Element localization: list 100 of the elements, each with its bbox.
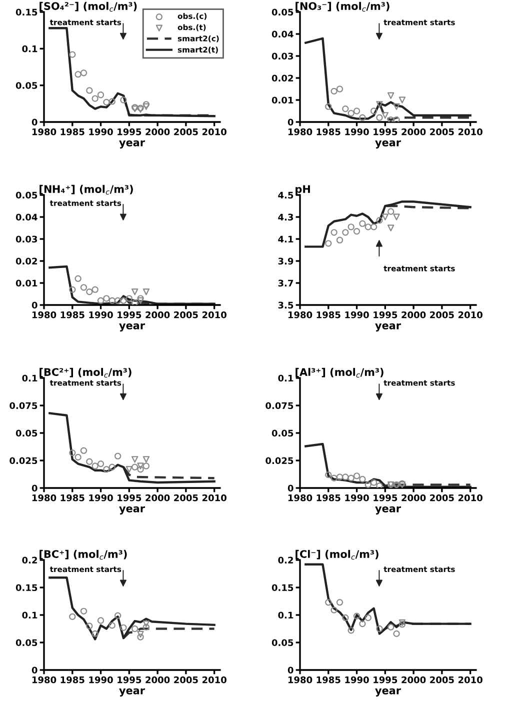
y-tick-label: 0.025 <box>266 457 294 464</box>
y-tick-label: 0.05 <box>16 639 38 646</box>
line-series <box>48 412 216 484</box>
y-tick-label: 0.15 <box>272 584 294 592</box>
line-series <box>48 265 216 305</box>
x-tick-label: 1980 <box>288 311 312 318</box>
x-tick-label: 1995 <box>118 494 142 502</box>
x-tick-label: 2010 <box>202 311 226 318</box>
y-tick-label: 4.5 <box>278 192 294 199</box>
y-tick-label: 0.1 <box>22 45 38 52</box>
x-tick-label: 1995 <box>118 128 142 136</box>
y-tick-label: 4.3 <box>278 214 294 221</box>
x-axis-title: year <box>119 140 145 148</box>
y-tick-label: 3.9 <box>278 258 294 265</box>
point <box>132 456 138 463</box>
x-tick-label: 1980 <box>288 494 312 502</box>
x-tick-label: 2005 <box>174 676 198 684</box>
x-tick-label: 1980 <box>32 676 56 684</box>
x-tick-label: 2000 <box>146 311 170 318</box>
x-tick-label: 1990 <box>89 676 113 684</box>
x-tick-label: 1995 <box>118 311 142 318</box>
x-tick-label: 1985 <box>60 494 84 502</box>
x-tick-label: 2000 <box>146 676 170 684</box>
x-tick-label: 1995 <box>374 128 398 136</box>
y-tick-label: 0.05 <box>272 430 294 437</box>
y-tick-label: 0.2 <box>22 556 37 564</box>
x-tick-label: 1985 <box>316 311 340 318</box>
point <box>398 96 406 104</box>
line-series <box>304 442 472 488</box>
x-tick-label: 1985 <box>316 128 340 136</box>
x-axis-title: year <box>375 506 401 514</box>
x-axis-title: year <box>375 688 401 696</box>
x-tick-label: 1995 <box>118 676 142 684</box>
y-tick-label: 0.15 <box>16 584 38 592</box>
y-tick-label: 3.7 <box>278 280 294 287</box>
y-tick-label: 0 <box>32 484 38 492</box>
y-tick-label: 0 <box>32 118 38 126</box>
y-tick-label: 0.075 <box>10 402 38 410</box>
chart-title: [NH₄⁺] (mol$_{c}$/m³) <box>40 184 133 195</box>
y-tick-label: 0.05 <box>16 430 38 437</box>
y-tick-label: 0.1 <box>22 612 38 619</box>
x-tick-label: 1980 <box>32 311 56 318</box>
x-tick-label: 1990 <box>345 676 369 684</box>
x-tick-label: 2010 <box>458 311 482 318</box>
x-axis-title: year <box>119 688 145 696</box>
line-series <box>304 563 472 635</box>
y-tick-label: 0.02 <box>272 74 293 82</box>
y-tick-label: 0.01 <box>272 96 294 104</box>
x-tick-label: 2005 <box>430 311 454 318</box>
x-tick-label: 1980 <box>32 128 56 136</box>
x-axis-title: year <box>375 323 401 332</box>
x-tick-label: 2005 <box>174 494 198 502</box>
y-tick-label: 0.03 <box>272 52 294 60</box>
x-tick-label: 1995 <box>374 676 398 684</box>
x-tick-label: 2010 <box>202 128 226 136</box>
y-tick-label: 4.1 <box>278 236 294 242</box>
y-tick-label: 0.05 <box>272 8 294 16</box>
chart-title: [SO₄²⁻] (mol$_{c}$/m³) <box>40 2 137 12</box>
y-tick-label: 0.05 <box>272 639 294 646</box>
x-tick-label: 2005 <box>174 128 198 136</box>
y-tick-label: 0.05 <box>16 82 38 89</box>
x-tick-label: 2010 <box>202 676 226 684</box>
point <box>132 288 138 296</box>
x-tick-label: 2005 <box>430 494 454 502</box>
y-tick-label: 0.075 <box>266 402 294 410</box>
x-tick-label: 2010 <box>202 494 226 502</box>
point <box>137 462 144 470</box>
x-tick-label: 1980 <box>288 676 312 684</box>
x-tick-label: 1980 <box>288 128 312 136</box>
x-tick-label: 1990 <box>89 311 113 318</box>
y-tick-label: 0 <box>288 484 294 492</box>
point <box>142 620 150 628</box>
x-tick-label: 2005 <box>430 128 454 136</box>
y-tick-label: 0.01 <box>16 280 38 287</box>
y-tick-label: 0 <box>288 118 294 126</box>
y-tick-label: 0.15 <box>16 8 38 16</box>
y-tick-label: 0.1 <box>278 374 294 382</box>
chart-title: [BC²⁺] (mol$_{c}$/m³) <box>40 368 132 378</box>
y-tick-label: 0.05 <box>16 192 38 199</box>
point <box>376 101 383 108</box>
y-tick-label: 0 <box>288 666 294 674</box>
x-tick-label: 2005 <box>430 676 454 684</box>
y-tick-label: 0.04 <box>16 214 38 221</box>
x-tick-label: 2010 <box>458 676 482 684</box>
x-tick-label: 2005 <box>174 311 198 318</box>
y-tick-label: 0 <box>32 302 38 309</box>
x-tick-label: 1990 <box>89 128 113 136</box>
y-tick-label: 3.5 <box>278 302 294 309</box>
point <box>142 288 150 296</box>
y-tick-label: 0 <box>32 666 38 674</box>
chart-title: [NO₃⁻] (mol$_{c}$/m³) <box>296 2 390 12</box>
y-tick-label: 0.1 <box>22 374 38 382</box>
x-tick-label: 2010 <box>458 494 482 502</box>
x-tick-label: 2000 <box>146 128 170 136</box>
point <box>393 103 400 110</box>
line-series <box>304 37 472 120</box>
chart-title: [Al³⁺] (mol$_{c}$/m³) <box>296 368 384 378</box>
x-tick-label: 1990 <box>345 128 369 136</box>
chart-title: pH <box>296 185 310 195</box>
line-series <box>48 576 216 640</box>
